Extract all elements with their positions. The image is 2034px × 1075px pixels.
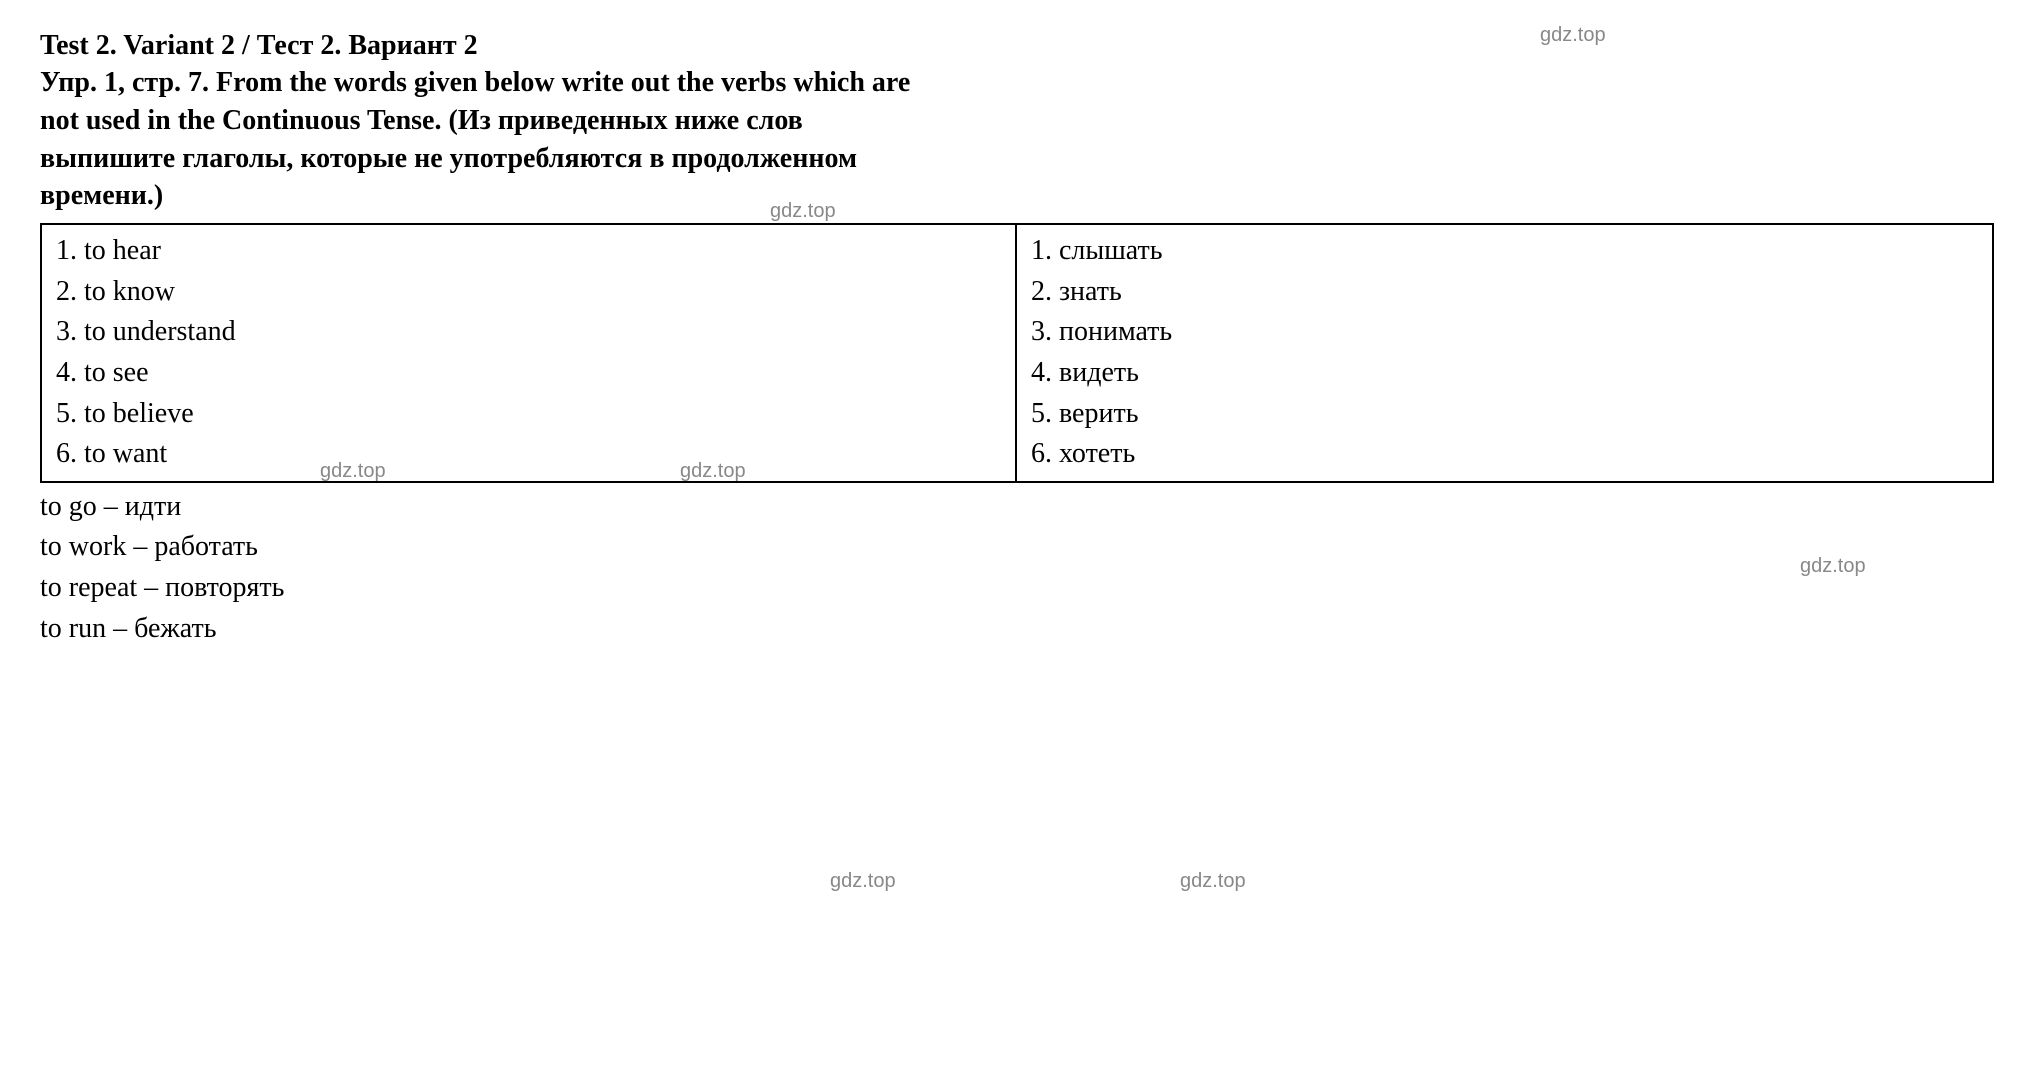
table-column-english: 1. to hear 2. to know 3. to understand 4… [42, 225, 1017, 481]
table-row: 2. to know [56, 272, 1001, 313]
watermark-text: gdz.top [1800, 555, 1866, 578]
table-column-russian: 1. слышать 2. знать 3. понимать 4. видет… [1017, 225, 1992, 481]
watermark-text: gdz.top [770, 200, 836, 223]
instruction-line-1: Упр. 1, стр. 7. From the words given bel… [40, 67, 910, 98]
extra-verb-row: to work – работать [40, 527, 1994, 568]
table-row: 5. верить [1031, 394, 1978, 435]
instruction-line-4: времени.) [40, 180, 163, 211]
table-row: 4. видеть [1031, 353, 1978, 394]
instruction-line-2: not used in the Continuous Tense. (Из пр… [40, 105, 803, 136]
table-row: 4. to see [56, 353, 1001, 394]
table-row: 5. to believe [56, 394, 1001, 435]
watermark-text: gdz.top [1180, 870, 1246, 893]
table-row: 1. to hear [56, 231, 1001, 272]
extra-verb-row: to go – идти [40, 487, 1994, 528]
watermark-text: gdz.top [830, 870, 896, 893]
watermark-text: gdz.top [680, 460, 746, 483]
table-row: 2. знать [1031, 272, 1978, 313]
instruction-block: Упр. 1, стр. 7. From the words given bel… [40, 64, 1994, 215]
table-row: 3. понимать [1031, 312, 1978, 353]
watermark-text: gdz.top [320, 460, 386, 483]
vocabulary-table: 1. to hear 2. to know 3. to understand 4… [40, 223, 1994, 483]
instruction-line-3: выпишите глаголы, которые не употребляют… [40, 143, 857, 174]
table-row: 1. слышать [1031, 231, 1978, 272]
test-title: Test 2. Variant 2 / Тест 2. Вариант 2 [40, 30, 1994, 62]
watermark-text: gdz.top [1540, 24, 1606, 47]
extra-verbs-list: to go – идти to work – работать to repea… [40, 487, 1994, 649]
table-row: 6. to want [56, 434, 1001, 475]
extra-verb-row: to run – бежать [40, 609, 1994, 650]
table-row: 6. хотеть [1031, 434, 1978, 475]
table-row: 3. to understand [56, 312, 1001, 353]
extra-verb-row: to repeat – повторять [40, 568, 1994, 609]
